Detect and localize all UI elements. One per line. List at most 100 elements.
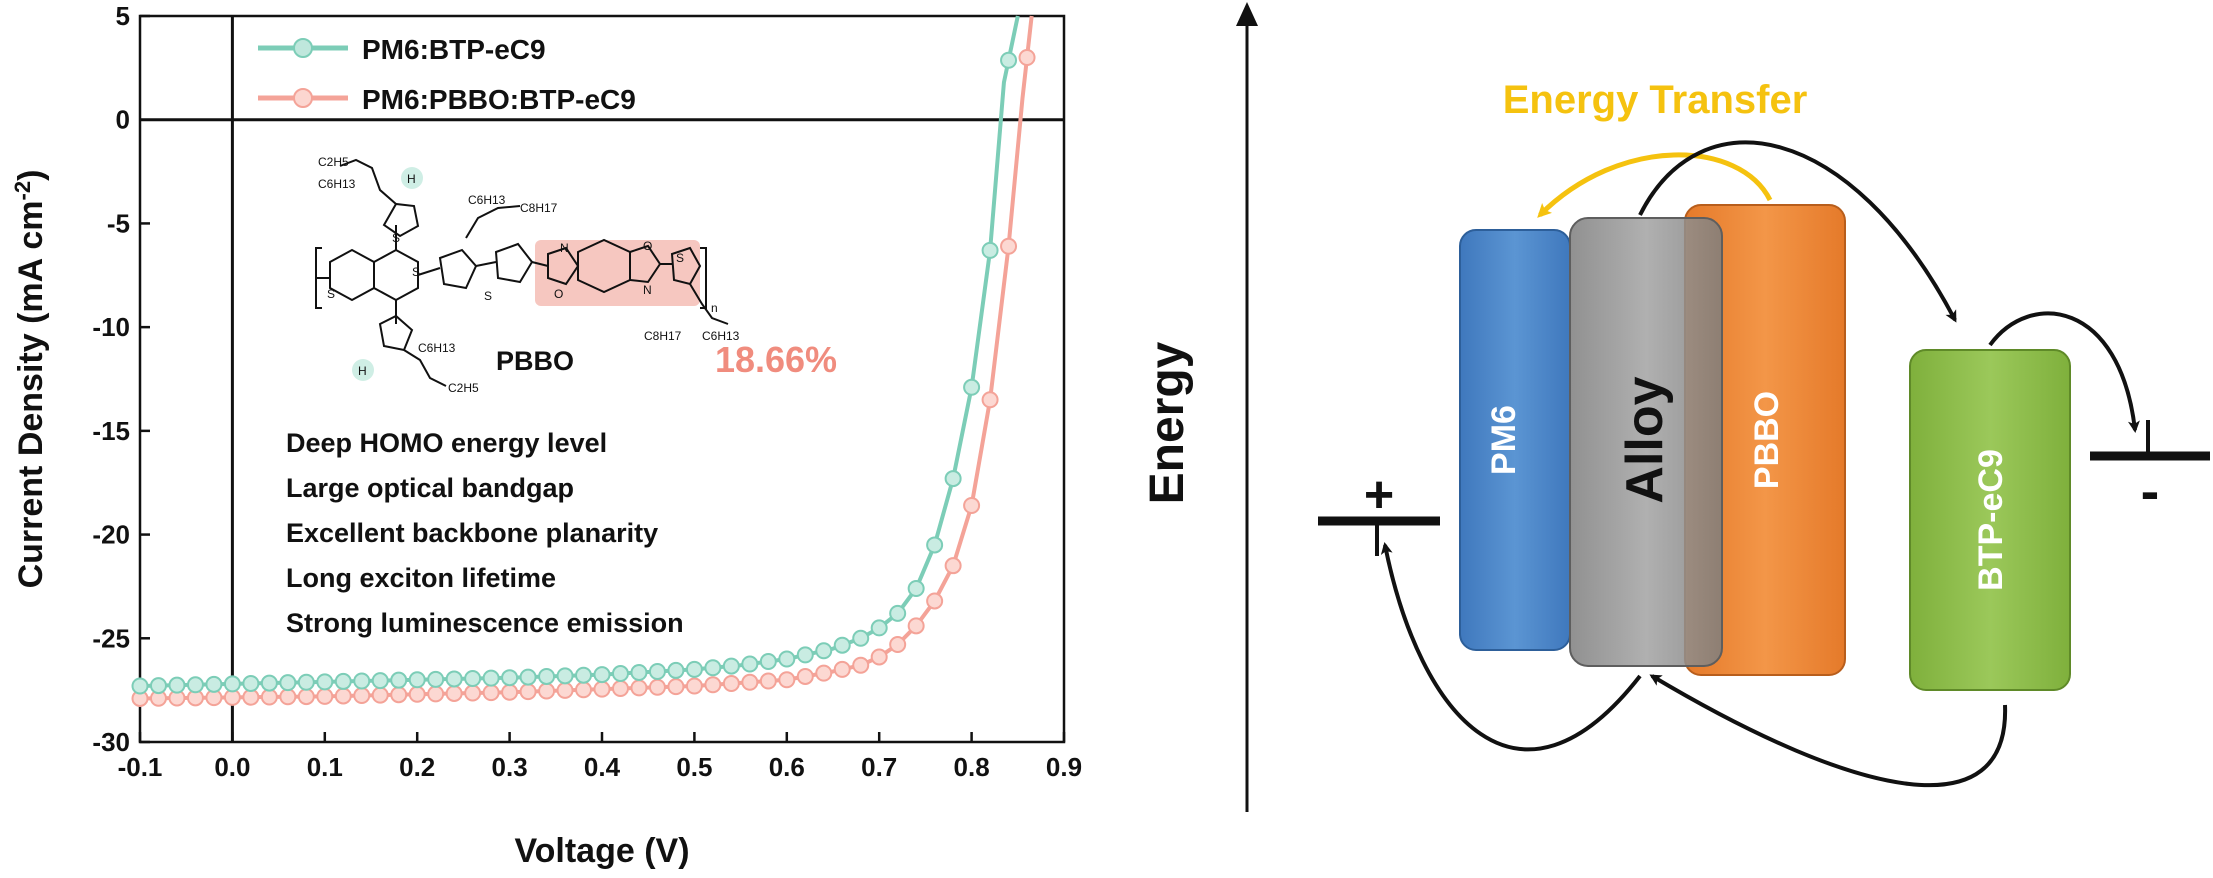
data-point: [648, 678, 666, 696]
data-point: [796, 667, 814, 685]
data-point: [445, 684, 463, 702]
data-point: [722, 657, 740, 675]
data-point: [186, 676, 204, 694]
data-point: [334, 672, 352, 690]
data-point: [778, 671, 796, 689]
ring-bdt-1: [329, 248, 375, 302]
data-point: [501, 669, 519, 687]
data-point: [1000, 237, 1018, 255]
data-point: [575, 666, 593, 684]
feature-item: Deep HOMO energy level: [286, 428, 607, 458]
chain-top-2: [465, 205, 521, 239]
x-tick-label: 0.0: [214, 752, 250, 782]
y-tick-label: -20: [92, 520, 130, 550]
label-ethyl-top: C2H5: [318, 155, 349, 169]
highlight-h-top: [401, 167, 423, 189]
data-point: [279, 688, 297, 706]
data-point: [852, 629, 870, 647]
bbo-highlight: [535, 240, 700, 306]
data-point: [907, 580, 925, 598]
feature-item: Long exciton lifetime: [286, 563, 556, 593]
data-point: [334, 687, 352, 705]
ring-side-thiophene-top: [382, 202, 420, 238]
y-tick-label: 0: [116, 105, 130, 135]
chain-bottom: [403, 349, 447, 387]
label-octyl-mid: C8H17: [520, 201, 558, 215]
ring-thiophene-a: [438, 248, 478, 290]
data-point: [704, 659, 722, 677]
pm6-label: PM6: [1485, 405, 1523, 475]
label-n-1: N: [560, 241, 569, 255]
polymer-name: PBBO: [496, 346, 574, 376]
data-point: [870, 648, 888, 666]
data-point: [131, 677, 149, 695]
data-point: [408, 671, 426, 689]
series-layer: [131, 15, 1036, 707]
y-tick-label: -10: [92, 312, 130, 342]
highlight-h-bottom: [352, 359, 374, 381]
data-point: [963, 497, 981, 515]
legend: PM6:BTP-eC9 PM6:PBBO:BTP-eC9: [258, 34, 636, 115]
data-point: [260, 688, 278, 706]
data-point: [833, 636, 851, 654]
data-point: [963, 378, 981, 396]
data-point: [205, 675, 223, 693]
data-point: [371, 686, 389, 704]
label-s-thio: S: [484, 289, 492, 303]
data-point: [297, 688, 315, 706]
pbbo-structure: C2H5 C6H13 H C6H13 C8H17 S S S S N O O N…: [315, 155, 740, 395]
electron-extraction-arrow: [1988, 311, 2140, 433]
data-point: [870, 619, 888, 637]
data-point: [408, 685, 426, 703]
data-point: [242, 675, 260, 693]
label-hexyl-right: C6H13: [702, 329, 740, 343]
ring-oxazole-1: [547, 246, 580, 286]
data-point: [260, 674, 278, 692]
data-point: [353, 687, 371, 705]
label-octyl-right: C8H17: [644, 329, 682, 343]
data-point: [371, 672, 389, 690]
alloy-label: Alloy: [1616, 376, 1674, 503]
data-point: [168, 676, 186, 694]
legend-item-series-1: PM6:BTP-eC9: [258, 34, 546, 65]
bond: [531, 261, 549, 267]
label-n-2: N: [643, 283, 652, 297]
label-o-1: O: [554, 287, 563, 301]
y-tick-label: -25: [92, 623, 130, 653]
data-point: [297, 673, 315, 691]
data-point: [593, 666, 611, 684]
x-axis-label: Voltage (V): [514, 832, 689, 870]
y-axis-label: Current Density (mA cm-2): [10, 170, 50, 589]
series-2: [131, 15, 1036, 707]
data-point: [427, 670, 445, 688]
bond: [475, 261, 497, 267]
data-point: [538, 667, 556, 685]
block-alloy: Alloy: [1569, 217, 1723, 667]
block-pm6: PM6: [1459, 229, 1571, 651]
data-point: [611, 679, 629, 697]
energy-transfer-arrow: [1537, 152, 1773, 218]
data-point: [685, 660, 703, 678]
bracket-right: [700, 247, 707, 309]
alloy-block: [1569, 217, 1723, 667]
data-point: [648, 662, 666, 680]
ring-thiophene-c: [670, 246, 702, 286]
energy-axis-label: Energy: [1141, 341, 1194, 504]
negative-sign: -: [2141, 459, 2160, 522]
x-tick-label: 0.2: [399, 752, 435, 782]
data-point: [926, 536, 944, 554]
data-point: [482, 684, 500, 702]
hole-transfer-arrow: [1649, 674, 2008, 788]
ring-oxazole-2: [629, 244, 662, 284]
legend-item-series-2: PM6:PBBO:BTP-eC9: [258, 84, 636, 115]
positive-electrode: +: [1318, 466, 1440, 556]
label-s-bdt: S: [327, 287, 335, 301]
data-point: [722, 675, 740, 693]
label-hexyl-top: C6H13: [318, 177, 356, 191]
x-tick-label: 0.7: [861, 752, 897, 782]
data-point: [316, 687, 334, 705]
legend-label-series-2: PM6:PBBO:BTP-eC9: [362, 84, 636, 115]
energy-axis-arrowhead: [1236, 2, 1258, 26]
data-point: [390, 671, 408, 689]
